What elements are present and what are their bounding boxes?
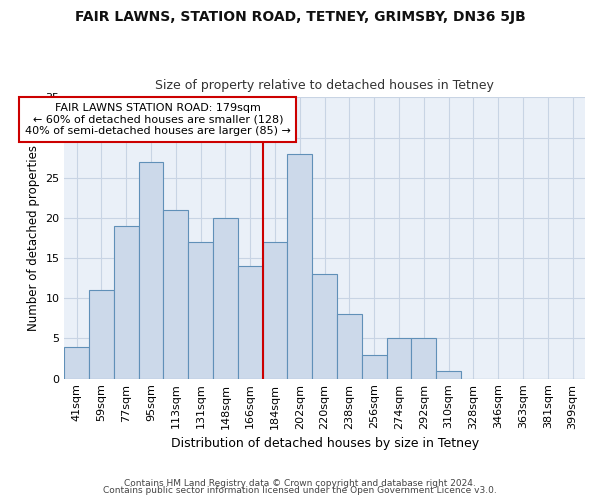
Text: FAIR LAWNS, STATION ROAD, TETNEY, GRIMSBY, DN36 5JB: FAIR LAWNS, STATION ROAD, TETNEY, GRIMSB… [74, 10, 526, 24]
Y-axis label: Number of detached properties: Number of detached properties [26, 145, 40, 331]
Bar [263, 242, 287, 378]
Bar [64, 346, 89, 378]
Bar [114, 226, 139, 378]
X-axis label: Distribution of detached houses by size in Tetney: Distribution of detached houses by size … [170, 437, 479, 450]
Text: FAIR LAWNS STATION ROAD: 179sqm
← 60% of detached houses are smaller (128)
40% o: FAIR LAWNS STATION ROAD: 179sqm ← 60% of… [25, 103, 291, 136]
Title: Size of property relative to detached houses in Tetney: Size of property relative to detached ho… [155, 79, 494, 92]
Text: Contains public sector information licensed under the Open Government Licence v3: Contains public sector information licen… [103, 486, 497, 495]
Bar [163, 210, 188, 378]
Bar [139, 162, 163, 378]
Bar [337, 314, 362, 378]
Bar [412, 338, 436, 378]
Bar [436, 370, 461, 378]
Bar [89, 290, 114, 378]
Bar [362, 354, 386, 378]
Text: Contains HM Land Registry data © Crown copyright and database right 2024.: Contains HM Land Registry data © Crown c… [124, 478, 476, 488]
Bar [386, 338, 412, 378]
Bar [238, 266, 263, 378]
Bar [287, 154, 312, 378]
Bar [312, 274, 337, 378]
Bar [188, 242, 213, 378]
Bar [213, 218, 238, 378]
